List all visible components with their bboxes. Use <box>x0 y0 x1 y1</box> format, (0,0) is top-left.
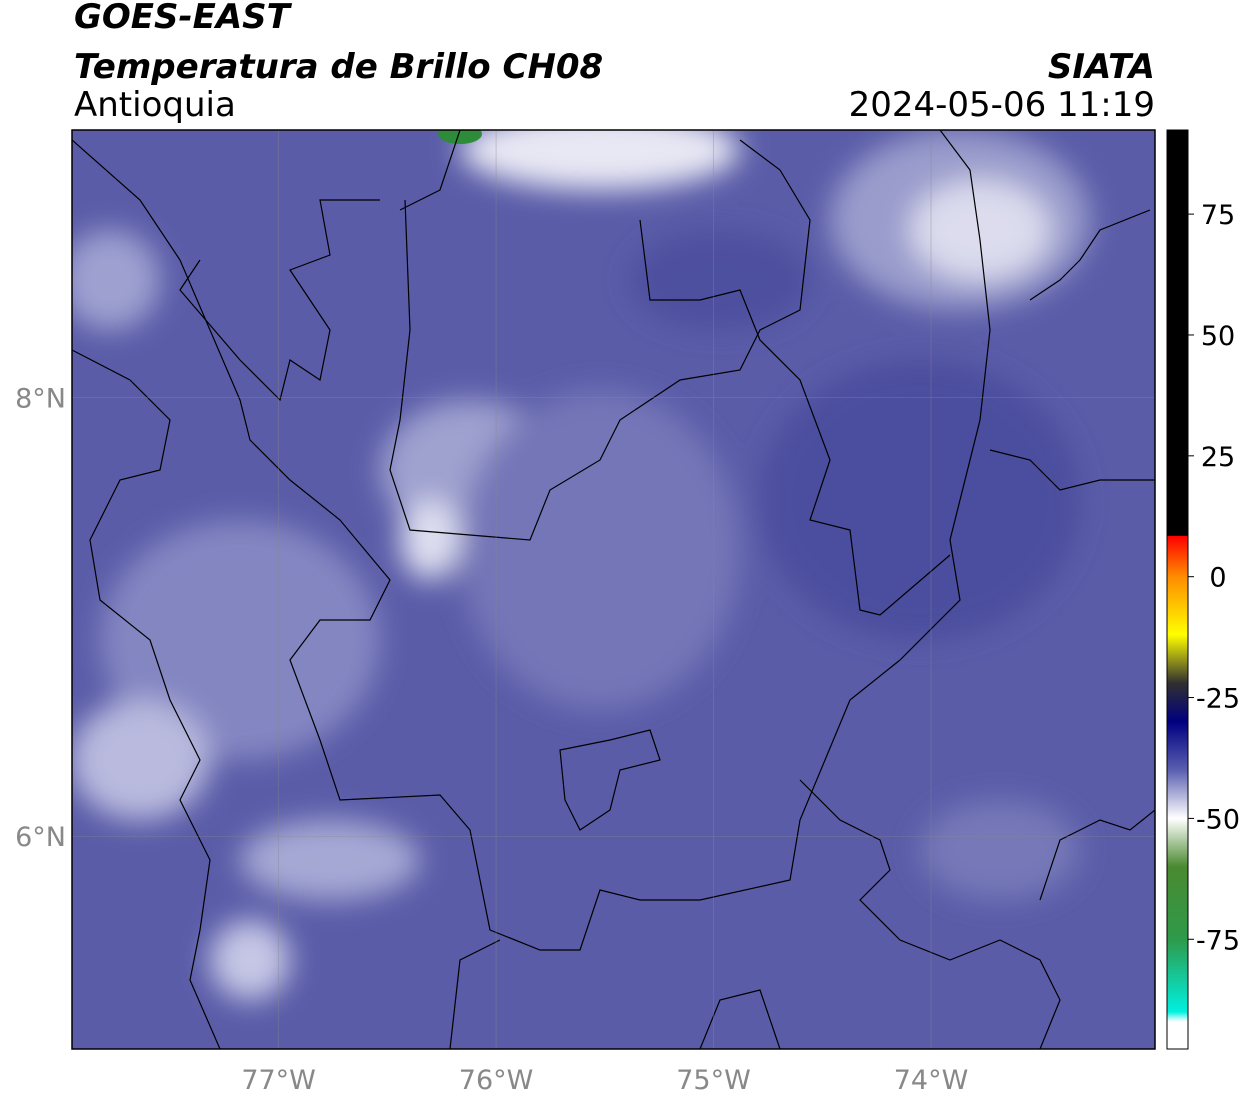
colorbar-tick-label: -75 <box>1196 925 1240 956</box>
lat-tick-label: 6°N <box>15 822 66 853</box>
lon-tick-label: 77°W <box>241 1065 316 1096</box>
source-label: SIATA <box>1048 47 1155 87</box>
colorbar-tick-label: -25 <box>1196 684 1240 715</box>
colorbar-tick-label: 50 <box>1201 321 1235 352</box>
lon-tick-label: 76°W <box>459 1065 534 1096</box>
cloud-field <box>72 130 1090 1000</box>
colorbar <box>1166 129 1189 1050</box>
borders <box>72 130 1155 1049</box>
lat-tick-label: 8°N <box>15 384 66 415</box>
lon-tick-label: 75°W <box>676 1065 751 1096</box>
colorbar-tick-label: 0 <box>1209 563 1226 594</box>
region-label: Antioquia <box>74 85 236 125</box>
lon-tick-label: 74°W <box>894 1065 969 1096</box>
colorbar-tick-label: 75 <box>1201 200 1235 231</box>
axis-labels: 77°W 76°W 75°W 74°W 8°N 6°N 75 50 25 0 -25 -50 -75 <box>15 200 1240 1096</box>
product-title: Temperatura de Brillo CH08 <box>74 47 603 87</box>
map-frame <box>71 129 1156 1050</box>
colorbar-tick-label: -50 <box>1196 804 1240 835</box>
satellite-title: GOES-EAST <box>74 0 293 37</box>
colorbar-tick-label: 25 <box>1201 442 1235 473</box>
timestamp: 2024-05-06 11:19 <box>849 85 1155 125</box>
graticule <box>72 130 1155 1049</box>
cold-cloud-top <box>438 130 482 144</box>
map-panel <box>72 130 1155 1049</box>
